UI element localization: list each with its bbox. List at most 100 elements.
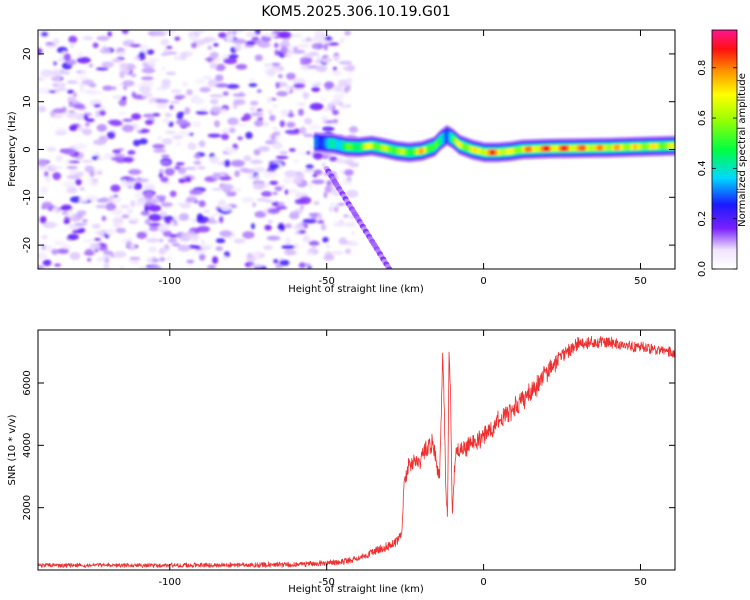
ridge-segment	[495, 149, 499, 156]
ridge-segment	[616, 144, 619, 151]
noise-blob	[160, 202, 173, 207]
noise-blob	[38, 77, 46, 81]
noise-blob	[148, 246, 158, 253]
noise-blob	[76, 51, 84, 58]
ridge-segment	[319, 139, 322, 146]
ridge-segment	[507, 148, 510, 155]
snr-panel: -100 -50 0 50 2000 4000 6000 Height of straig…	[7, 329, 676, 595]
noise-blob	[227, 30, 232, 36]
ridge-segment	[579, 145, 582, 151]
noise-blob	[278, 31, 292, 39]
ridge-segment	[325, 140, 328, 147]
noise-blob	[128, 169, 142, 175]
ridge-segment	[522, 146, 525, 153]
noise-blob	[166, 45, 173, 50]
ridge-segment	[491, 149, 494, 156]
ridge-segment	[433, 143, 436, 150]
noise-blob	[89, 170, 95, 177]
noise-blob	[118, 112, 127, 115]
colorbar-tick-label: 0.2	[697, 211, 708, 227]
noise-blob	[57, 248, 69, 254]
noise-blob	[250, 112, 264, 117]
ridge-segment	[618, 144, 621, 151]
noise-blob	[284, 189, 289, 195]
noise-blob	[38, 158, 48, 167]
ridge-segment	[590, 145, 593, 151]
noise-blob	[126, 208, 134, 214]
noise-blob	[299, 126, 307, 135]
ridge-segment	[566, 145, 569, 152]
noise-blob	[144, 119, 154, 126]
noise-blob	[169, 104, 174, 110]
ridge-segment	[548, 145, 551, 152]
noise-blob	[267, 108, 273, 116]
noise-blob	[45, 42, 55, 46]
ridge-segment	[620, 144, 624, 151]
y-tick-label: -20	[22, 237, 33, 253]
noise-blob	[91, 178, 99, 183]
x-tick-label: 50	[634, 276, 647, 287]
noise-blob	[72, 103, 85, 109]
noise-blob	[279, 120, 285, 128]
noise-blob	[316, 214, 323, 221]
colorbar-tick-label: 0.4	[697, 160, 708, 176]
noise-blob	[267, 208, 280, 214]
noise-blob	[269, 114, 276, 122]
ridge-segment	[368, 143, 371, 149]
noise-blob	[182, 81, 189, 87]
snr-y-axis: 2000 4000 6000	[22, 370, 675, 520]
noise-blob	[38, 105, 46, 113]
noise-blob	[135, 127, 142, 132]
noise-blob	[196, 225, 210, 233]
noise-blob	[344, 248, 351, 255]
noise-blob	[305, 37, 312, 42]
noise-blob	[275, 265, 284, 269]
ridge-segment	[576, 145, 579, 151]
noise-blob	[82, 128, 93, 136]
noise-blob	[305, 164, 314, 169]
noise-blob	[93, 237, 102, 241]
noise-blob	[346, 176, 352, 182]
noise-blob	[272, 131, 281, 136]
ridge-segment	[636, 143, 639, 150]
noise-blob	[70, 196, 82, 203]
noise-blob	[83, 114, 89, 121]
ridge-segment	[666, 143, 669, 149]
noise-blob	[228, 54, 239, 59]
noise-blob	[104, 153, 114, 160]
ridge-segment	[516, 147, 519, 154]
noise-blob	[131, 113, 142, 120]
ridge-segment	[337, 141, 340, 148]
ridge-segment	[519, 146, 522, 153]
noise-blob	[272, 104, 279, 108]
noise-blob	[180, 52, 187, 61]
noise-blob	[67, 112, 80, 120]
spectrogram-ridge	[314, 125, 675, 163]
noise-blob	[261, 191, 272, 197]
noise-blob	[48, 90, 58, 93]
ridge-segment	[594, 144, 597, 151]
ridge-segment	[558, 145, 561, 152]
noise-blob	[329, 202, 337, 206]
noise-blob	[193, 98, 205, 105]
noise-blob	[334, 84, 344, 92]
ridge-segment	[421, 148, 424, 154]
noise-blob	[175, 162, 185, 166]
noise-blob	[251, 223, 255, 230]
colorbar-ticks: 0.0 0.2 0.4 0.6 0.8	[697, 60, 737, 277]
noise-blob	[231, 30, 237, 36]
ridge-segment	[332, 140, 335, 147]
noise-blob	[221, 256, 228, 261]
ridge-segment	[625, 144, 628, 150]
noise-blob	[79, 187, 85, 191]
noise-blob	[222, 127, 229, 135]
noise-blob	[78, 198, 87, 202]
noise-blob	[184, 166, 197, 170]
noise-blob	[186, 234, 200, 240]
colorbar-label: Normalized spectral amplitude	[737, 73, 748, 227]
noise-blob	[76, 210, 87, 216]
ridge-segment	[326, 140, 329, 147]
y-tick-label: -10	[22, 189, 33, 205]
noise-blob	[325, 243, 330, 250]
noise-blob	[250, 100, 259, 106]
